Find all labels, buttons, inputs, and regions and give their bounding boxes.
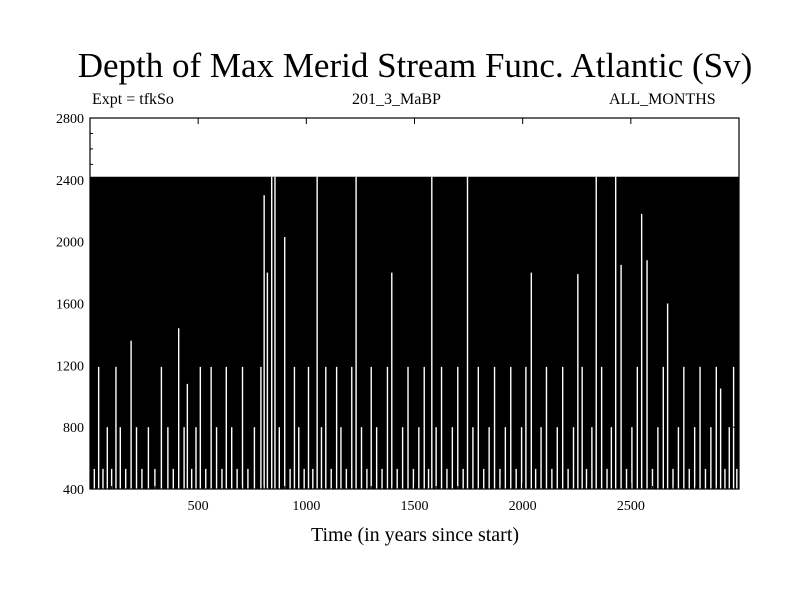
y-tick-label: 400	[63, 483, 84, 498]
y-tick-label: 2400	[56, 174, 84, 189]
y-tick-label: 1200	[56, 359, 84, 374]
x-tick-label: 500	[188, 499, 209, 514]
y-tick-label: 2800	[56, 112, 84, 127]
y-axis: 400 800 1200 1600 2000 2400 2800	[56, 112, 739, 498]
x-tick-label: 1500	[401, 499, 429, 514]
x-axis: 500 1000 1500 2000 2500	[111, 118, 718, 514]
series-fill	[90, 176, 739, 489]
experiment-label: Expt = tfkSo	[92, 91, 174, 108]
series-dips	[93, 176, 738, 489]
x-tick-label: 2000	[509, 499, 537, 514]
months-label: ALL_MONTHS	[609, 91, 716, 108]
y-tick-label: 2000	[56, 236, 84, 251]
y-tick-label: 800	[63, 421, 84, 436]
chart-title: Depth of Max Merid Stream Func. Atlantic…	[77, 46, 753, 85]
run-label: 201_3_MaBP	[352, 91, 441, 108]
series-area	[90, 176, 739, 489]
x-tick-label: 1000	[292, 499, 320, 514]
y-tick-label: 1600	[56, 298, 84, 313]
x-axis-label: Time (in years since start)	[311, 524, 519, 546]
x-tick-label: 2500	[617, 499, 645, 514]
